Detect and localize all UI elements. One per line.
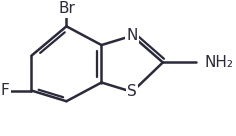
Text: S: S — [127, 84, 137, 99]
Text: Br: Br — [58, 1, 75, 16]
Text: F: F — [1, 83, 9, 98]
Text: NH₂: NH₂ — [204, 55, 233, 70]
Text: N: N — [126, 28, 138, 43]
